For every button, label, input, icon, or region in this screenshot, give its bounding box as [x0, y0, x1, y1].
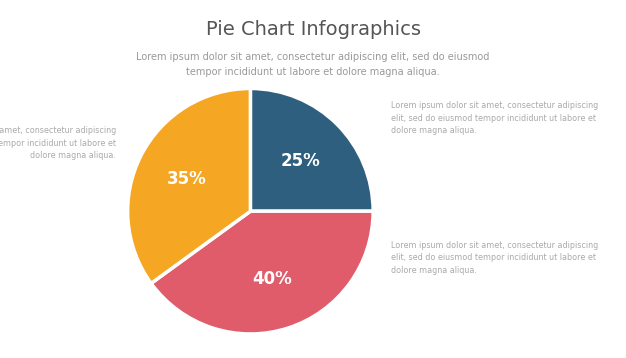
Text: Lorem ipsum dolor sit amet, consectetur adipiscing
elit, sed do eiusmod tempor i: Lorem ipsum dolor sit amet, consectetur …: [391, 101, 598, 135]
Text: Lorem ipsum dolor sit amet, consectetur adipiscing
elit, sed do eiusmod tempor i: Lorem ipsum dolor sit amet, consectetur …: [0, 126, 116, 160]
Text: Pie Chart Infographics: Pie Chart Infographics: [205, 20, 421, 39]
Text: Lorem ipsum dolor sit amet, consectetur adipiscing elit, sed do eiusmod
tempor i: Lorem ipsum dolor sit amet, consectetur …: [136, 52, 490, 77]
Wedge shape: [151, 211, 373, 334]
Text: 35%: 35%: [167, 170, 207, 188]
Text: Lorem ipsum dolor sit amet, consectetur adipiscing
elit, sed do eiusmod tempor i: Lorem ipsum dolor sit amet, consectetur …: [391, 241, 598, 275]
Wedge shape: [128, 88, 250, 284]
Text: 25%: 25%: [281, 152, 321, 170]
Wedge shape: [250, 88, 373, 211]
Text: 40%: 40%: [252, 270, 292, 288]
